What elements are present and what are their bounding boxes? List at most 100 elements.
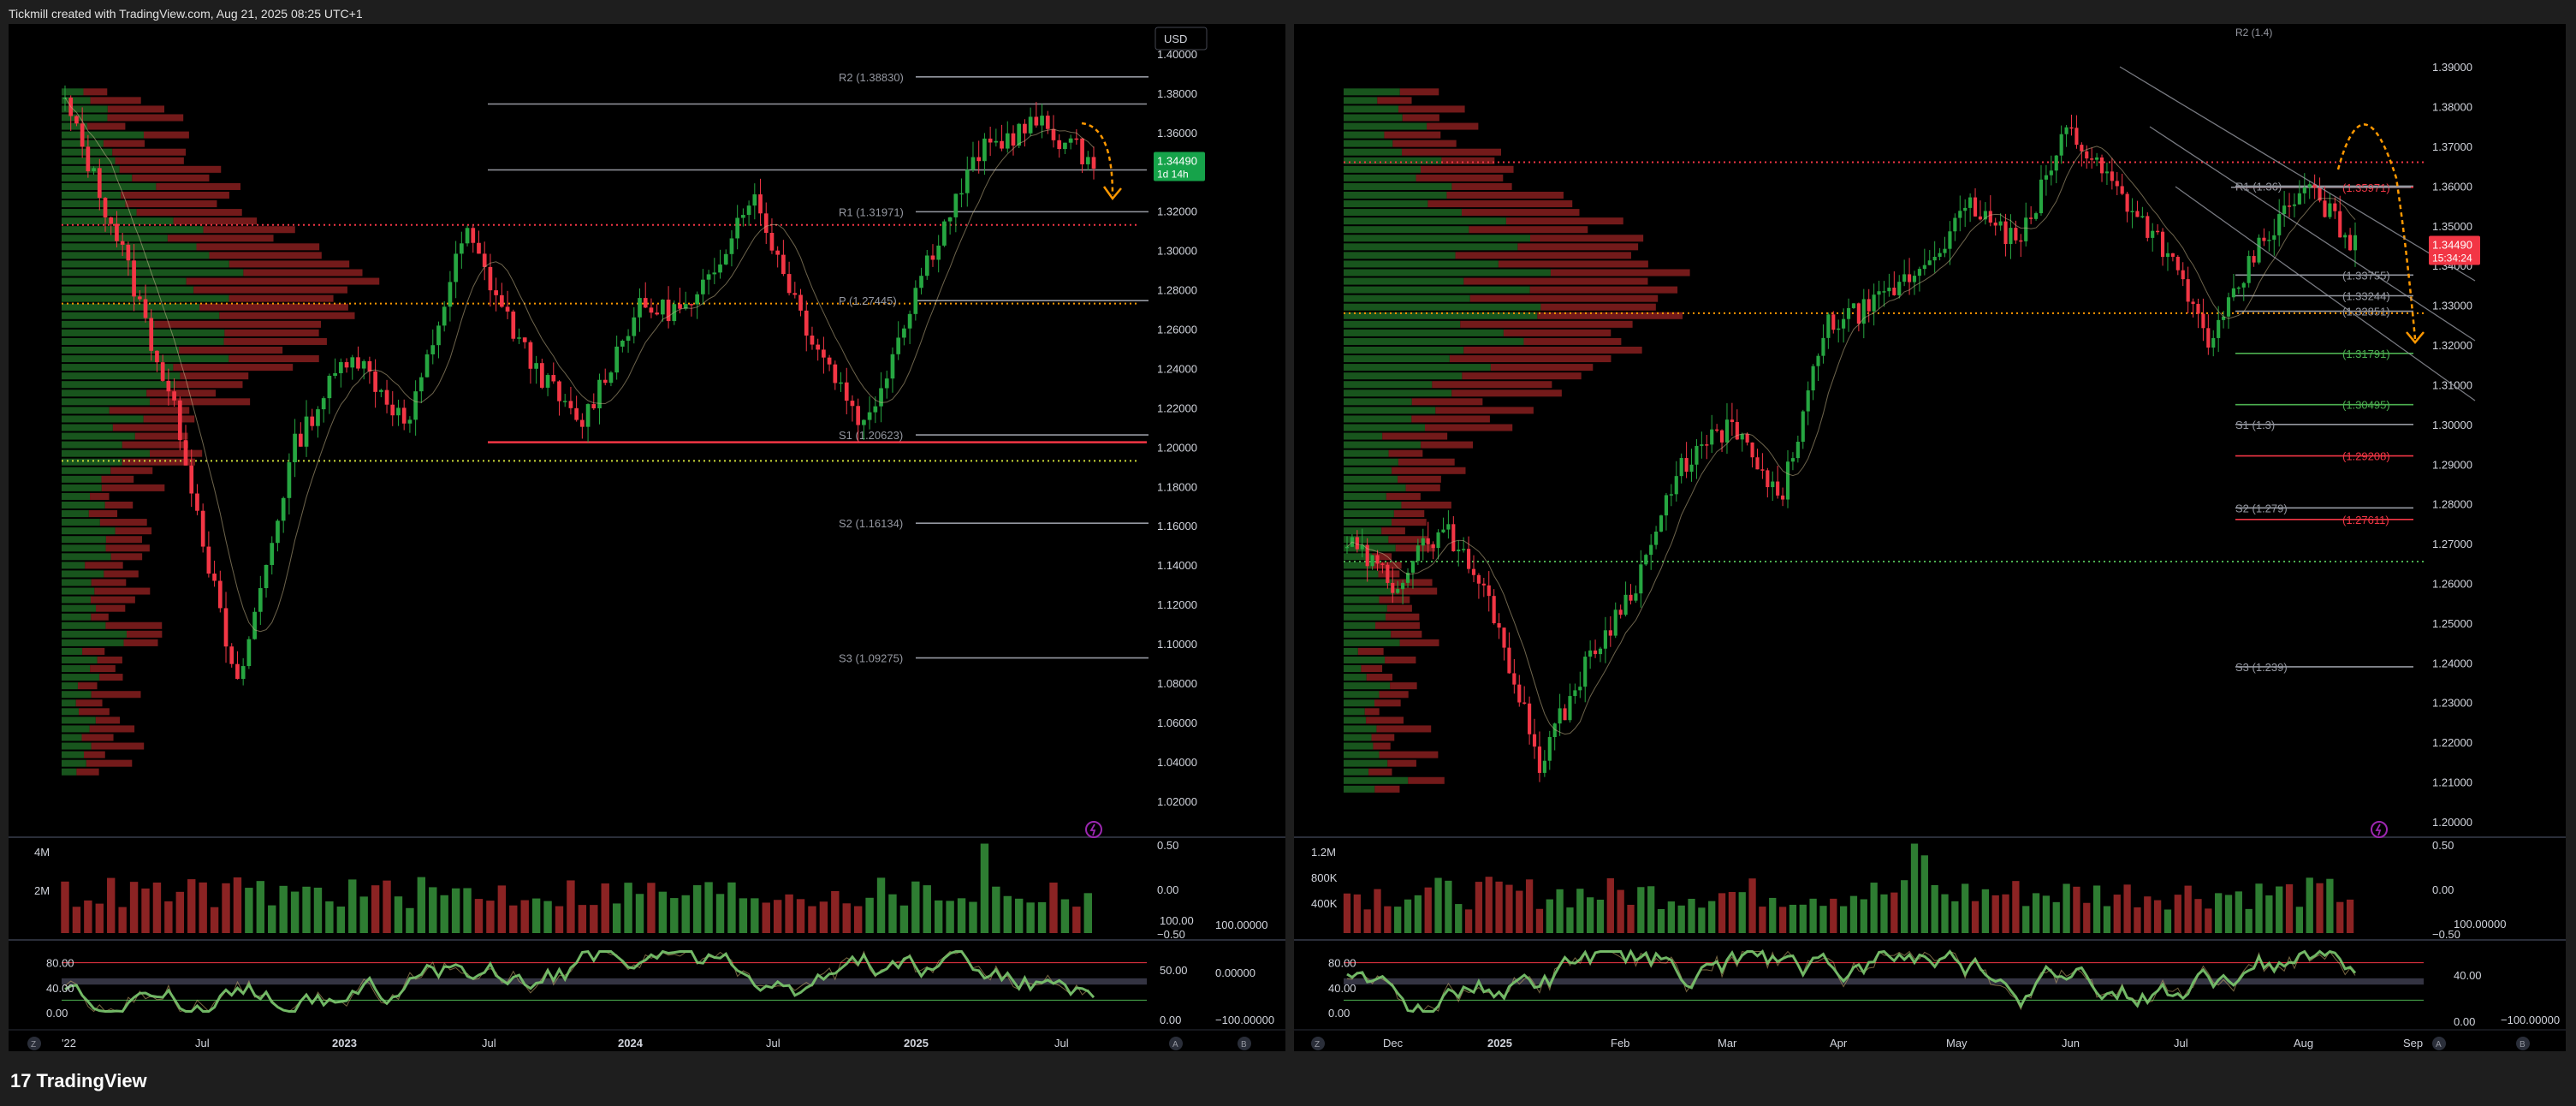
candle-up xyxy=(924,255,929,276)
candle-down xyxy=(2323,200,2327,217)
volume-bar xyxy=(429,887,437,933)
stochastic-axis-right-label: 40.00 xyxy=(2454,969,2482,982)
price-axis-label: 1.20000 xyxy=(2432,816,2472,829)
volume-profile-bar-up xyxy=(1344,131,1385,139)
candle-down xyxy=(477,242,481,254)
candle-down xyxy=(1431,544,1435,549)
candle-up xyxy=(1816,355,1820,366)
last-price-countdown: 1d 14h xyxy=(1157,168,1189,180)
volume-bar xyxy=(1849,895,1858,933)
candle-down xyxy=(155,350,159,363)
candle-down xyxy=(574,407,579,420)
candle-up xyxy=(1861,299,1866,324)
candle-up xyxy=(718,264,722,273)
tradingview-logo-icon: 17 xyxy=(10,1070,32,1091)
price-axis-label: 1.04000 xyxy=(1157,756,1197,769)
candle-up xyxy=(1659,515,1664,532)
candle-down xyxy=(1522,702,1527,705)
volume-profile-bar-down xyxy=(1455,252,1631,259)
price-axis-label: 1.10000 xyxy=(1157,638,1197,651)
volume-bar xyxy=(1505,884,1513,933)
chart-right-canvas[interactable]: 1.390001.380001.370001.360001.350001.340… xyxy=(1294,24,2566,1051)
chart-panel-left[interactable]: 1.400001.380001.360001.340001.320001.300… xyxy=(9,24,1285,1051)
volume-profile-bar-down xyxy=(1376,725,1432,733)
candle-up xyxy=(1968,197,1973,208)
chart-panel-right[interactable]: 1.39000 1.38000 1.37000 1.36000 1.35000 1.340… xyxy=(1294,24,2566,1051)
volume-bar xyxy=(1414,895,1422,933)
volume-bar xyxy=(1951,901,1959,933)
volume-profile-bar-down xyxy=(101,475,134,483)
volume-profile-bar-up xyxy=(1344,449,1389,457)
volume-bar xyxy=(1809,898,1817,933)
candle-up xyxy=(638,298,642,318)
volume-bar xyxy=(1566,907,1574,933)
candle-up xyxy=(2231,288,2236,298)
volume-profile-bar-down xyxy=(1379,596,1410,604)
candle-down xyxy=(143,299,148,318)
pivot-label: R1 (1.31971) xyxy=(839,205,904,218)
candle-up xyxy=(1446,524,1451,530)
pane-button xyxy=(27,1037,41,1050)
candle-down xyxy=(781,254,786,275)
chart-left-canvas[interactable]: 1.400001.380001.360001.340001.320001.300… xyxy=(9,24,1285,1051)
volume-profile-bar-up xyxy=(1344,389,1452,397)
pane-button-label: A xyxy=(2436,1040,2442,1050)
tradingview-brand[interactable]: 17 TradingView xyxy=(10,1070,147,1092)
volume-bar xyxy=(773,900,782,933)
candle-down xyxy=(758,194,763,214)
time-axis-label: Mar xyxy=(1718,1037,1737,1050)
panel-divider[interactable] xyxy=(1285,24,1294,1051)
volume-profile-bar-down xyxy=(1395,587,1438,595)
volume-bar xyxy=(222,883,230,933)
volume-bar xyxy=(187,879,196,933)
candle-up xyxy=(1005,133,1010,149)
candle-up xyxy=(1902,274,1907,282)
candle-down xyxy=(471,228,476,243)
volume-bar xyxy=(1738,892,1746,933)
candle-down xyxy=(115,223,119,241)
volume-bar xyxy=(497,885,507,933)
volume-profile-bar-up xyxy=(1344,544,1396,552)
volume-profile-bar-down xyxy=(1385,656,1416,664)
candle-up xyxy=(706,274,711,280)
price-axis-label: 1.22000 xyxy=(1157,401,1197,414)
candle-up xyxy=(620,340,625,347)
candle-up xyxy=(2297,193,2301,205)
candle-down xyxy=(298,433,303,447)
volume-bar xyxy=(1495,881,1503,933)
volume-bar xyxy=(256,881,265,933)
volume-bar xyxy=(199,882,207,933)
candle-up xyxy=(701,279,705,294)
volume-profile-bar-up xyxy=(1344,751,1380,758)
volume-bar xyxy=(819,901,828,933)
candle-down xyxy=(833,364,838,384)
volume-bar xyxy=(957,898,966,933)
volume-profile-bar-down xyxy=(1421,165,1514,173)
volume-bar xyxy=(1586,897,1594,933)
volume-bar xyxy=(2073,886,2080,933)
price-axis-label: 1.35000 xyxy=(2432,220,2472,233)
candle-down xyxy=(2146,216,2150,238)
volume-bar xyxy=(751,898,759,933)
volume-profile-bar-up xyxy=(62,604,97,612)
volume-profile-bar-down xyxy=(1461,209,1580,217)
volume-profile-bar-down xyxy=(1393,510,1425,518)
volume-profile-bar-down xyxy=(91,742,145,750)
volume-bar xyxy=(463,888,472,933)
candle-up xyxy=(1912,276,1917,282)
volume-bar xyxy=(1424,887,1432,933)
candle-down xyxy=(1375,555,1380,564)
time-axis-label: Jul xyxy=(2174,1037,2188,1050)
volume-profile-bar-up xyxy=(62,424,113,431)
volume-bar xyxy=(2184,885,2192,933)
volume-bar xyxy=(2215,893,2223,933)
candle-down xyxy=(528,342,533,369)
volume-profile-bar-down xyxy=(1398,475,1441,483)
price-axis-label: 1.39000 xyxy=(2432,61,2472,74)
pivot-label: S3 (1.09275) xyxy=(839,652,903,665)
volume-profile-bar-down xyxy=(112,424,181,431)
pane-button xyxy=(1311,1037,1325,1050)
candle-up xyxy=(2343,235,2347,238)
candle-down xyxy=(1629,594,1633,601)
volume-bar xyxy=(72,907,81,933)
